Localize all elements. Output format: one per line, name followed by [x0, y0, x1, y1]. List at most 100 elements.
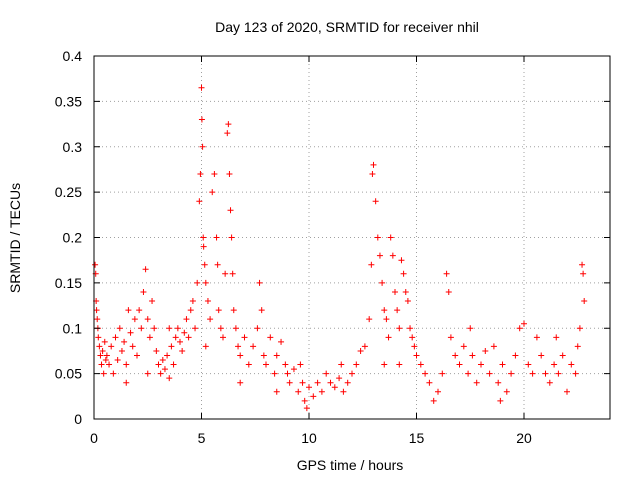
- data-point: [542, 370, 549, 377]
- data-point: [183, 316, 190, 323]
- data-point: [413, 352, 420, 359]
- data-point: [546, 379, 553, 386]
- data-point: [201, 261, 208, 268]
- data-point: [318, 388, 325, 395]
- y-tick-label: 0.15: [55, 275, 82, 291]
- data-point: [181, 329, 188, 336]
- data-point: [220, 334, 226, 341]
- data-point: [323, 370, 330, 377]
- data-point: [435, 388, 441, 395]
- data-point: [142, 266, 149, 273]
- data-point: [118, 347, 125, 354]
- data-point: [465, 370, 472, 377]
- data-point: [396, 361, 403, 368]
- data-point: [172, 334, 179, 341]
- data-point: [155, 361, 162, 368]
- data-point: [512, 352, 519, 359]
- data-point: [108, 343, 115, 350]
- data-point: [361, 343, 368, 350]
- y-tick-label: 0.1: [63, 320, 83, 336]
- data-point: [228, 234, 235, 241]
- data-point: [306, 384, 312, 391]
- y-tick-label: 0.2: [63, 230, 83, 246]
- x-tick-label: 10: [301, 430, 317, 446]
- data-point: [574, 343, 581, 350]
- data-point: [217, 325, 224, 332]
- data-point: [407, 325, 414, 332]
- data-point: [94, 316, 101, 323]
- data-point: [555, 370, 562, 377]
- data-point: [204, 298, 211, 305]
- data-point: [134, 352, 140, 359]
- data-point: [447, 334, 454, 341]
- data-point: [198, 116, 205, 123]
- data-point: [209, 189, 216, 196]
- data-point: [106, 361, 113, 368]
- data-point: [314, 379, 321, 386]
- data-point: [516, 325, 523, 332]
- data-point: [200, 234, 207, 241]
- data-point: [383, 316, 390, 323]
- data-point: [568, 361, 575, 368]
- y-tick-label: 0.4: [63, 48, 83, 64]
- data-point: [426, 379, 433, 386]
- data-point: [100, 370, 107, 377]
- x-tick-labels: 0 5 10 15 20: [90, 430, 532, 446]
- data-point: [232, 325, 239, 332]
- y-tick-label: 0.3: [63, 139, 83, 155]
- data-point: [187, 307, 194, 314]
- data-point: [237, 379, 244, 386]
- data-point: [97, 352, 104, 359]
- data-point: [267, 334, 274, 341]
- data-point: [499, 361, 506, 368]
- data-point: [273, 388, 280, 395]
- data-point: [460, 343, 467, 350]
- data-point: [211, 170, 218, 177]
- data-point: [286, 379, 293, 386]
- data-point: [207, 316, 214, 323]
- x-axis-label: GPS time / hours: [297, 457, 404, 473]
- data-point: [189, 298, 196, 305]
- data-point: [157, 370, 164, 377]
- data-point: [576, 325, 583, 332]
- data-point: [310, 393, 317, 400]
- data-point: [482, 347, 489, 354]
- data-point: [497, 397, 504, 404]
- data-point: [282, 361, 289, 368]
- data-point: [170, 361, 177, 368]
- x-tick-label: 15: [409, 430, 425, 446]
- data-point: [227, 207, 234, 214]
- data-point: [301, 397, 308, 404]
- data-point: [394, 307, 401, 314]
- data-point: [99, 347, 106, 354]
- data-point: [250, 343, 257, 350]
- data-point: [144, 316, 151, 323]
- data-point: [372, 198, 379, 205]
- data-point: [273, 352, 280, 359]
- data-point: [580, 270, 587, 277]
- data-point: [381, 307, 388, 314]
- data-point: [237, 352, 244, 359]
- data-point: [101, 338, 108, 345]
- data-point: [129, 343, 136, 350]
- y-tick-label: 0.05: [55, 366, 82, 382]
- data-point: [381, 361, 388, 368]
- data-point: [336, 375, 343, 382]
- data-point: [230, 307, 237, 314]
- data-point: [467, 325, 474, 332]
- data-point: [439, 370, 446, 377]
- data-point: [478, 361, 484, 368]
- data-point: [508, 370, 515, 377]
- data-point: [278, 338, 285, 345]
- data-point: [161, 366, 168, 373]
- data-point: [222, 270, 229, 277]
- data-point: [551, 361, 558, 368]
- data-point: [164, 352, 171, 359]
- data-point: [387, 234, 394, 241]
- data-point: [422, 370, 429, 377]
- data-point: [297, 361, 304, 368]
- axis-ticks: [93, 55, 610, 420]
- data-point: [495, 379, 502, 386]
- data-point: [146, 334, 153, 341]
- data-point: [374, 234, 381, 241]
